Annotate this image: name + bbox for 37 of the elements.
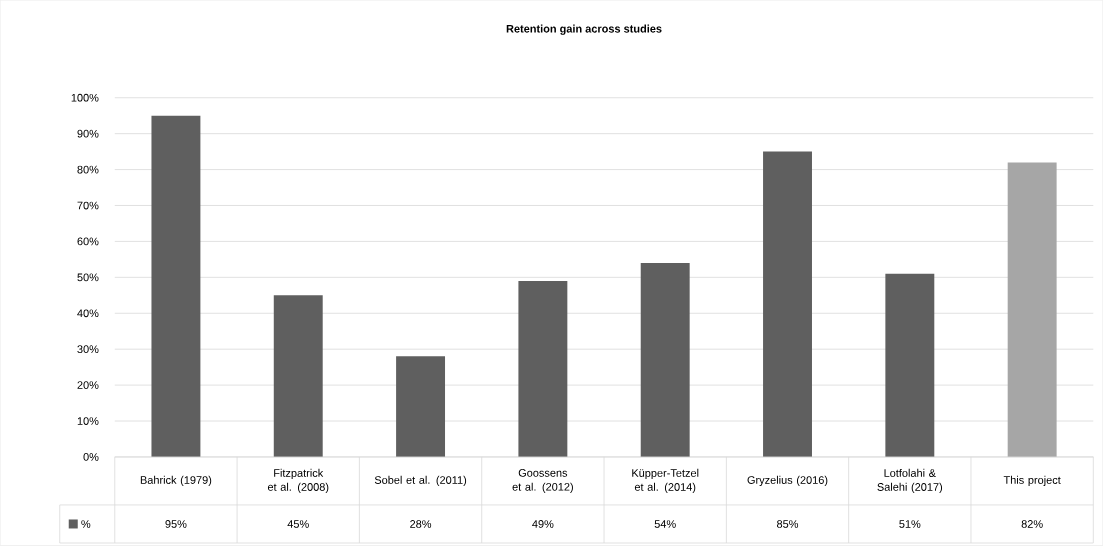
legend-label: %: [81, 520, 91, 528]
y-tick-label: 40%: [77, 309, 99, 318]
y-tick-label: 80%: [77, 165, 99, 174]
y-tick-label: 30%: [77, 345, 99, 354]
data-label: 95%: [165, 520, 187, 529]
y-tick-label: 10%: [77, 417, 99, 426]
data-label: 45%: [287, 520, 309, 528]
y-tick-label: 60%: [77, 237, 99, 246]
y-tick-label: 50%: [77, 273, 99, 282]
y-tick-label: 100%: [71, 94, 99, 102]
data-label: 54%: [654, 520, 676, 528]
y-tick-label: 0%: [83, 453, 99, 461]
chart-title: Retention gain across studies: [506, 24, 662, 35]
data-label: 51%: [899, 520, 921, 528]
bar: [518, 281, 568, 458]
data-label: 85%: [777, 520, 799, 529]
bar: [151, 115, 201, 458]
x-tick-label: Sobel et al. (2011): [374, 476, 467, 487]
x-tick-label: Goossens et al. (2012): [512, 469, 573, 494]
x-tick-label: Fitzpatrick et al. (2008): [267, 469, 329, 494]
bar: [273, 295, 323, 458]
bar: [396, 356, 446, 458]
data-label: 28%: [410, 520, 432, 529]
x-tick-label: Lotfolahi & Salehi (2017): [877, 469, 943, 494]
y-tick-label: 90%: [77, 129, 99, 138]
x-tick-label: Küpper-Tetzel et al. (2014): [632, 469, 699, 494]
x-tick-label: This project: [1003, 476, 1061, 487]
data-label: 82%: [1021, 520, 1043, 529]
y-tick-label: 70%: [77, 201, 99, 210]
x-tick-label: Gryzelius (2016): [747, 476, 828, 487]
x-tick-label: Bahrick (1979): [140, 476, 212, 487]
bar: [640, 263, 690, 458]
y-tick-label: 20%: [77, 381, 99, 390]
bar: [1007, 162, 1057, 458]
bar: [763, 151, 812, 458]
data-label: 49%: [532, 520, 554, 529]
bar: [885, 273, 935, 458]
